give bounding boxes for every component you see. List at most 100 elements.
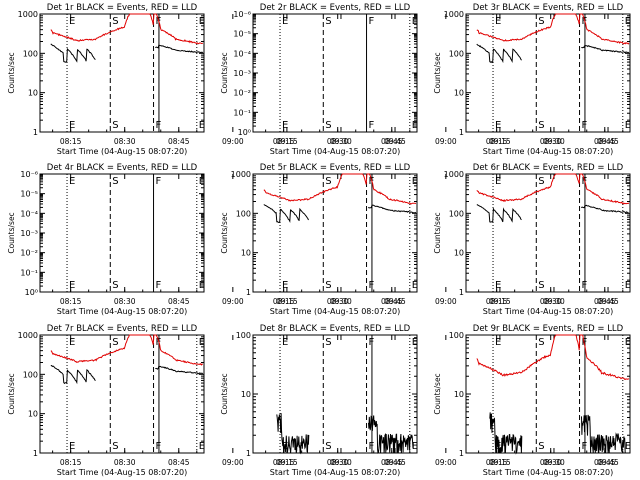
plot-frame bbox=[39, 334, 205, 454]
marker-label-top: E bbox=[69, 16, 75, 27]
y-axis-label: Counts/sec bbox=[433, 373, 442, 414]
y-tick-label: 10⁻⁶ bbox=[233, 10, 251, 19]
y-tick-label: 1 bbox=[33, 449, 38, 458]
marker-label-bottom: S bbox=[538, 280, 544, 291]
plot-frame bbox=[252, 173, 418, 293]
y-tick-label: 10⁻⁵ bbox=[20, 190, 38, 199]
x-tick-label: 08:15 bbox=[486, 297, 508, 306]
panel-title: Det 7r BLACK = Events, RED = LLD bbox=[47, 324, 198, 334]
detector-panel-3r: Det 3r BLACK = Events, RED = LLD 1 10 100 10… bbox=[433, 3, 631, 156]
marker-label-bottom: E bbox=[412, 280, 418, 291]
x-tick-label: 08:15 bbox=[486, 137, 508, 146]
marker-label-top: E bbox=[495, 176, 501, 187]
x-axis-label: Start Time (04-Aug-15 08:07:20) bbox=[483, 468, 614, 477]
marker-label-top: E bbox=[69, 176, 75, 187]
marker-label-bottom: S bbox=[538, 120, 544, 131]
y-tick-label: 10⁻² bbox=[20, 249, 38, 258]
marker-label-top: E bbox=[199, 176, 205, 187]
series-events-line bbox=[489, 412, 626, 455]
plot-frame bbox=[465, 173, 631, 293]
x-tick-label: 08:45 bbox=[381, 297, 403, 306]
marker-label-bottom: E bbox=[69, 120, 75, 131]
marker-label-top: S bbox=[325, 16, 331, 27]
series-events-line bbox=[263, 204, 417, 223]
x-tick-label: 09:15 bbox=[276, 297, 298, 306]
series-lld-line bbox=[50, 13, 203, 45]
y-tick-label: 1000 bbox=[231, 170, 251, 179]
marker-label-top: E bbox=[495, 16, 501, 27]
y-tick-label: 10⁻¹ bbox=[233, 108, 251, 117]
marker-label-bottom: F bbox=[156, 280, 162, 291]
marker-label-top: F bbox=[369, 16, 375, 27]
y-axis-label: Counts/sec bbox=[7, 212, 16, 253]
x-tick-label: 08:30 bbox=[540, 297, 562, 306]
y-tick-label: 1000 bbox=[18, 331, 38, 340]
x-tick-label: 08:45 bbox=[381, 458, 403, 467]
marker-label-bottom: E bbox=[412, 120, 418, 131]
y-tick-label: 10 bbox=[454, 89, 464, 98]
series-lld-line bbox=[476, 173, 630, 205]
x-tick-label: 08:30 bbox=[327, 297, 349, 306]
marker-label-top: E bbox=[625, 16, 631, 27]
marker-label-bottom: S bbox=[325, 280, 331, 291]
x-tick-label: 09:30 bbox=[543, 297, 565, 306]
marker-label-bottom: E bbox=[282, 280, 288, 291]
y-tick-label: 1 bbox=[246, 288, 251, 297]
x-tick-label: 09:00 bbox=[435, 137, 457, 146]
marker-label-bottom: E bbox=[625, 120, 631, 131]
x-tick-label: 08:30 bbox=[540, 458, 562, 467]
detector-panel-1r: Det 1r BLACK = Events, RED = LLD 1 10 100 10… bbox=[7, 3, 406, 156]
y-tick-label: 100 bbox=[449, 209, 464, 218]
panel-title: Det 5r BLACK = Events, RED = LLD bbox=[260, 163, 411, 173]
x-tick-label: 09:30 bbox=[330, 297, 352, 306]
y-axis-label: Counts/sec bbox=[7, 52, 16, 93]
x-tick-label: 09:00 bbox=[435, 458, 457, 467]
y-tick-label: 10⁻² bbox=[233, 89, 251, 98]
x-axis-label: Start Time (04-Aug-15 08:07:20) bbox=[270, 147, 401, 156]
x-tick-label: 09:15 bbox=[489, 458, 511, 467]
detector-panel-9r: Det 9r BLACK = Events, RED = LLD 1 10 100 08… bbox=[433, 324, 631, 477]
x-tick-label: 09:30 bbox=[543, 458, 565, 467]
marker-label-top: S bbox=[538, 176, 544, 187]
panel-title: Det 1r BLACK = Events, RED = LLD bbox=[47, 3, 198, 13]
plot-frame bbox=[39, 13, 205, 133]
marker-label-top: S bbox=[538, 337, 544, 348]
marker-label-top: E bbox=[199, 16, 205, 27]
series-lld-line bbox=[476, 334, 630, 381]
marker-label-top: S bbox=[325, 176, 331, 187]
x-tick-label: 09:45 bbox=[597, 458, 619, 467]
x-tick-label: 08:15 bbox=[273, 137, 295, 146]
detector-panel-5r: Det 5r BLACK = Events, RED = LLD11010010… bbox=[220, 163, 619, 316]
x-tick-label: 09:45 bbox=[597, 137, 619, 146]
y-tick-label: 100 bbox=[236, 209, 251, 218]
x-tick-label: 09:45 bbox=[597, 297, 619, 306]
marker-label-top: E bbox=[625, 337, 631, 348]
x-axis-label: Start Time (04-Aug-15 08:07:20) bbox=[57, 307, 188, 316]
x-tick-label: 08:15 bbox=[60, 137, 82, 146]
x-axis-label: Start Time (04-Aug-15 08:07:20) bbox=[483, 147, 614, 156]
x-tick-label: 09:15 bbox=[276, 458, 298, 467]
panel-title: Det 3r BLACK = Events, RED = LLD bbox=[473, 3, 624, 13]
y-tick-label: 100 bbox=[236, 331, 251, 340]
marker-label-top: F bbox=[156, 176, 162, 187]
series-events-line bbox=[476, 204, 629, 223]
x-tick-label: 08:15 bbox=[60, 458, 82, 467]
marker-label-bottom: E bbox=[199, 441, 205, 452]
x-tick-label: 09:00 bbox=[222, 137, 244, 146]
y-axis-label: Counts/sec bbox=[7, 373, 16, 414]
y-tick-label: 1 bbox=[459, 128, 464, 137]
marker-label-bottom: S bbox=[112, 441, 118, 452]
y-tick-label: 10⁻³ bbox=[20, 229, 38, 238]
marker-label-bottom: E bbox=[199, 120, 205, 131]
x-tick-label: 09:15 bbox=[276, 137, 298, 146]
x-tick-label: 08:15 bbox=[273, 458, 295, 467]
x-tick-label: 08:30 bbox=[327, 137, 349, 146]
marker-label-bottom: E bbox=[282, 120, 288, 131]
x-tick-label: 09:00 bbox=[435, 297, 457, 306]
panel-title: Det 9r BLACK = Events, RED = LLD bbox=[473, 324, 624, 334]
series-events-line bbox=[50, 43, 204, 63]
plot-frame bbox=[465, 13, 631, 133]
panel-title: Det 4r BLACK = Events, RED = LLD bbox=[47, 163, 198, 173]
marker-label-top: E bbox=[69, 337, 75, 348]
